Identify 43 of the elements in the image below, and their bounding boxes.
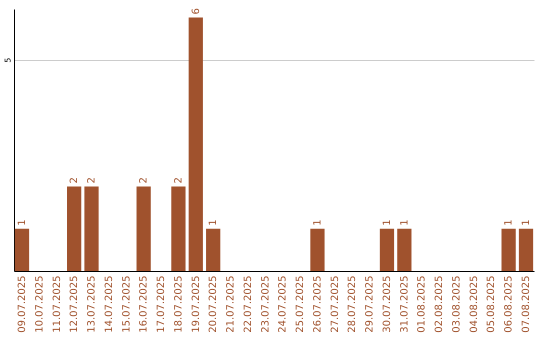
data-label: 6: [190, 8, 202, 14]
data-label: 1: [382, 219, 393, 226]
x-tick-label: 17.07.2025: [156, 276, 168, 333]
x-tick-label: 12.07.2025: [69, 276, 80, 333]
x-tick-label: 18.07.2025: [173, 276, 184, 333]
x-tick-label: 01.08.2025: [416, 276, 428, 333]
x-tick-label: 20.07.2025: [208, 276, 220, 333]
x-tick-label: 31.07.2025: [399, 276, 410, 333]
x-tick-label: 16.07.2025: [138, 276, 150, 333]
x-tick-label: 25.07.2025: [295, 276, 306, 333]
data-label: 2: [173, 177, 184, 184]
x-tick-label: 06.08.2025: [504, 276, 515, 333]
x-tick-label: 07.08.2025: [521, 276, 532, 333]
x-tick-label: 14.07.2025: [104, 276, 115, 333]
data-label: 1: [399, 219, 410, 226]
x-tick-label: 28.07.2025: [347, 276, 358, 333]
data-label: 1: [16, 219, 28, 226]
x-tick-label: 22.07.2025: [242, 276, 254, 333]
data-label: 1: [521, 219, 532, 226]
x-tick-label: 15.07.2025: [121, 276, 132, 333]
x-tick-label: 24.07.2025: [278, 276, 289, 333]
x-tick-label: 05.08.2025: [486, 276, 498, 333]
x-tick-label: 30.07.2025: [382, 276, 393, 333]
x-tick-label: 23.07.2025: [260, 276, 272, 333]
x-tick-label: 03.08.2025: [451, 276, 462, 333]
x-tick-label: 10.07.2025: [34, 276, 46, 333]
data-label: 2: [138, 177, 150, 184]
x-tick-label: 13.07.2025: [86, 276, 98, 333]
x-tick-label: 29.07.2025: [364, 276, 376, 333]
data-label: 1: [312, 219, 324, 226]
x-tick-label: 09.07.2025: [16, 276, 28, 333]
x-tick-label: 02.08.2025: [434, 276, 446, 333]
x-tick-label: 19.07.2025: [190, 276, 202, 333]
x-tick-label: 04.08.2025: [468, 276, 480, 333]
data-label: 1: [208, 219, 220, 226]
data-label: 2: [69, 177, 80, 184]
data-label: 2: [86, 177, 98, 184]
x-tick-label: 21.07.2025: [226, 276, 237, 333]
x-tick-label: 27.07.2025: [330, 276, 341, 333]
data-label: 1: [504, 219, 515, 226]
y-tick-label: 5: [4, 58, 12, 63]
x-tick-label: 26.07.2025: [312, 276, 324, 333]
x-tick-label: 11.07.2025: [52, 276, 63, 333]
